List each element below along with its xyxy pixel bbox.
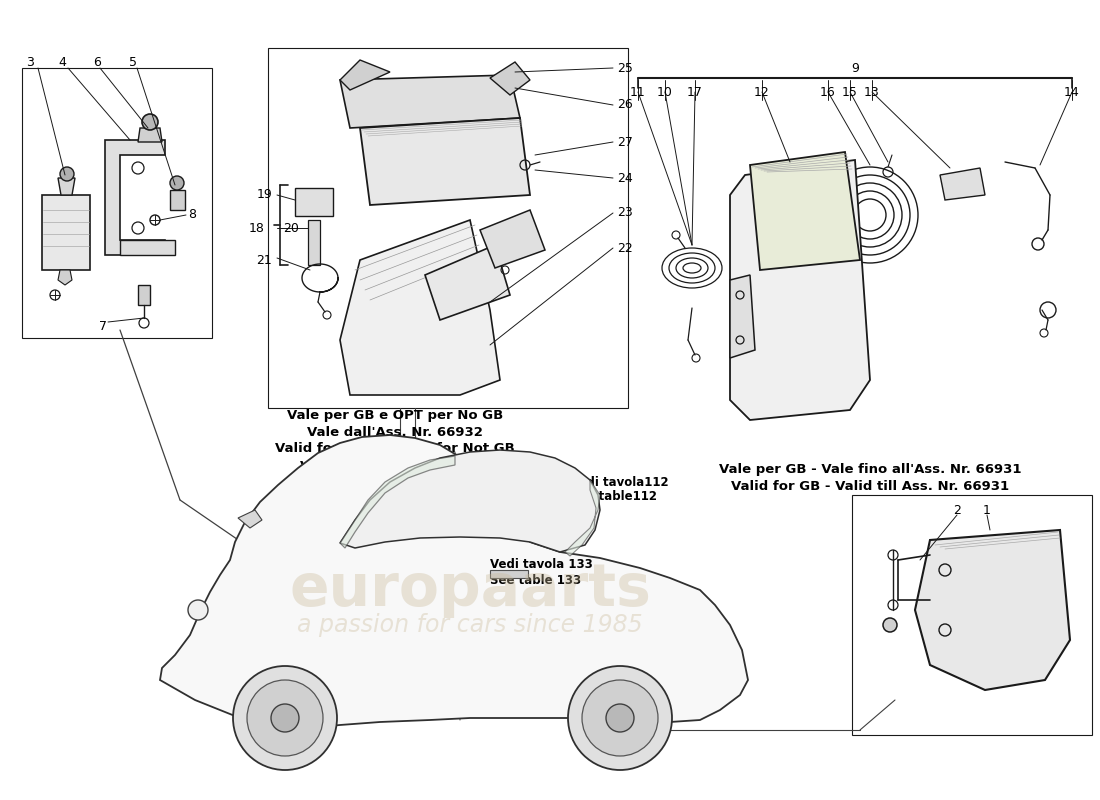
- Polygon shape: [42, 195, 90, 270]
- Text: Vedi tavola112: Vedi tavola112: [570, 475, 669, 489]
- Polygon shape: [138, 285, 150, 305]
- Circle shape: [271, 704, 299, 732]
- Text: europaarts: europaarts: [289, 562, 651, 618]
- Polygon shape: [170, 190, 185, 210]
- Text: 11: 11: [630, 86, 646, 98]
- Text: See table 133: See table 133: [490, 574, 581, 586]
- Text: Valid for GB and OPT for Not GB: Valid for GB and OPT for Not GB: [275, 442, 515, 455]
- Circle shape: [568, 666, 672, 770]
- Polygon shape: [340, 456, 455, 548]
- Text: 2: 2: [953, 503, 961, 517]
- Polygon shape: [730, 275, 755, 358]
- Text: 6: 6: [94, 57, 101, 70]
- Text: 23: 23: [617, 206, 632, 219]
- Text: 19: 19: [256, 189, 272, 202]
- Polygon shape: [58, 270, 72, 285]
- Text: 26: 26: [617, 98, 632, 111]
- Polygon shape: [58, 178, 75, 195]
- Polygon shape: [120, 240, 175, 255]
- Polygon shape: [104, 140, 165, 255]
- Text: 24: 24: [617, 171, 632, 185]
- Polygon shape: [340, 450, 600, 552]
- Text: 21: 21: [256, 254, 272, 266]
- Circle shape: [132, 222, 144, 234]
- Polygon shape: [340, 75, 520, 128]
- Bar: [22, 68, 212, 338]
- Polygon shape: [940, 168, 984, 200]
- Text: 12: 12: [755, 86, 770, 98]
- Text: 16: 16: [821, 86, 836, 98]
- Circle shape: [883, 618, 896, 632]
- Text: 20: 20: [283, 222, 299, 234]
- Circle shape: [188, 600, 208, 620]
- Text: Vale per GB - Vale fino all'Ass. Nr. 66931: Vale per GB - Vale fino all'Ass. Nr. 669…: [718, 463, 1021, 477]
- Polygon shape: [730, 160, 870, 420]
- Text: 25: 25: [617, 62, 632, 74]
- Text: 27: 27: [617, 135, 632, 149]
- Text: 10: 10: [657, 86, 673, 98]
- Text: 14: 14: [1064, 86, 1080, 98]
- Polygon shape: [750, 152, 860, 270]
- Text: Vale per GB e OPT per No GB: Vale per GB e OPT per No GB: [287, 409, 503, 422]
- Circle shape: [606, 704, 634, 732]
- Circle shape: [233, 666, 337, 770]
- Text: 17: 17: [688, 86, 703, 98]
- Text: 7: 7: [99, 321, 107, 334]
- Text: 8: 8: [188, 209, 196, 222]
- Text: 22: 22: [617, 242, 632, 254]
- Text: Valid from Ass. Nr. 66932: Valid from Ass. Nr. 66932: [300, 459, 490, 473]
- Text: 15: 15: [843, 86, 858, 98]
- Circle shape: [142, 114, 158, 130]
- Bar: [308, 220, 320, 265]
- Text: 18: 18: [249, 222, 265, 234]
- Text: 1: 1: [983, 503, 991, 517]
- Text: 3: 3: [26, 57, 34, 70]
- Circle shape: [60, 167, 74, 181]
- Text: Vedi tavola 133: Vedi tavola 133: [490, 558, 593, 571]
- Bar: [295, 188, 333, 216]
- Polygon shape: [565, 480, 600, 556]
- Bar: [852, 495, 1092, 735]
- Text: 5: 5: [129, 57, 138, 70]
- Text: 4: 4: [58, 57, 66, 70]
- Circle shape: [132, 162, 144, 174]
- Text: 9: 9: [851, 62, 859, 74]
- Circle shape: [248, 680, 323, 756]
- Polygon shape: [138, 128, 162, 142]
- Polygon shape: [340, 220, 500, 395]
- Text: See table112: See table112: [570, 490, 657, 503]
- Circle shape: [582, 680, 658, 756]
- Circle shape: [170, 176, 184, 190]
- Polygon shape: [160, 435, 748, 728]
- Polygon shape: [238, 510, 262, 528]
- Polygon shape: [340, 60, 390, 90]
- Polygon shape: [360, 118, 530, 205]
- Text: a passion for cars since 1985: a passion for cars since 1985: [297, 613, 642, 637]
- Bar: [268, 48, 628, 408]
- Polygon shape: [480, 210, 544, 268]
- Text: 13: 13: [865, 86, 880, 98]
- Bar: [490, 570, 528, 578]
- Polygon shape: [915, 530, 1070, 690]
- Polygon shape: [490, 62, 530, 95]
- Polygon shape: [425, 245, 510, 320]
- Text: Vale dall'Ass. Nr. 66932: Vale dall'Ass. Nr. 66932: [307, 426, 483, 438]
- Text: Valid for GB - Valid till Ass. Nr. 66931: Valid for GB - Valid till Ass. Nr. 66931: [730, 481, 1009, 494]
